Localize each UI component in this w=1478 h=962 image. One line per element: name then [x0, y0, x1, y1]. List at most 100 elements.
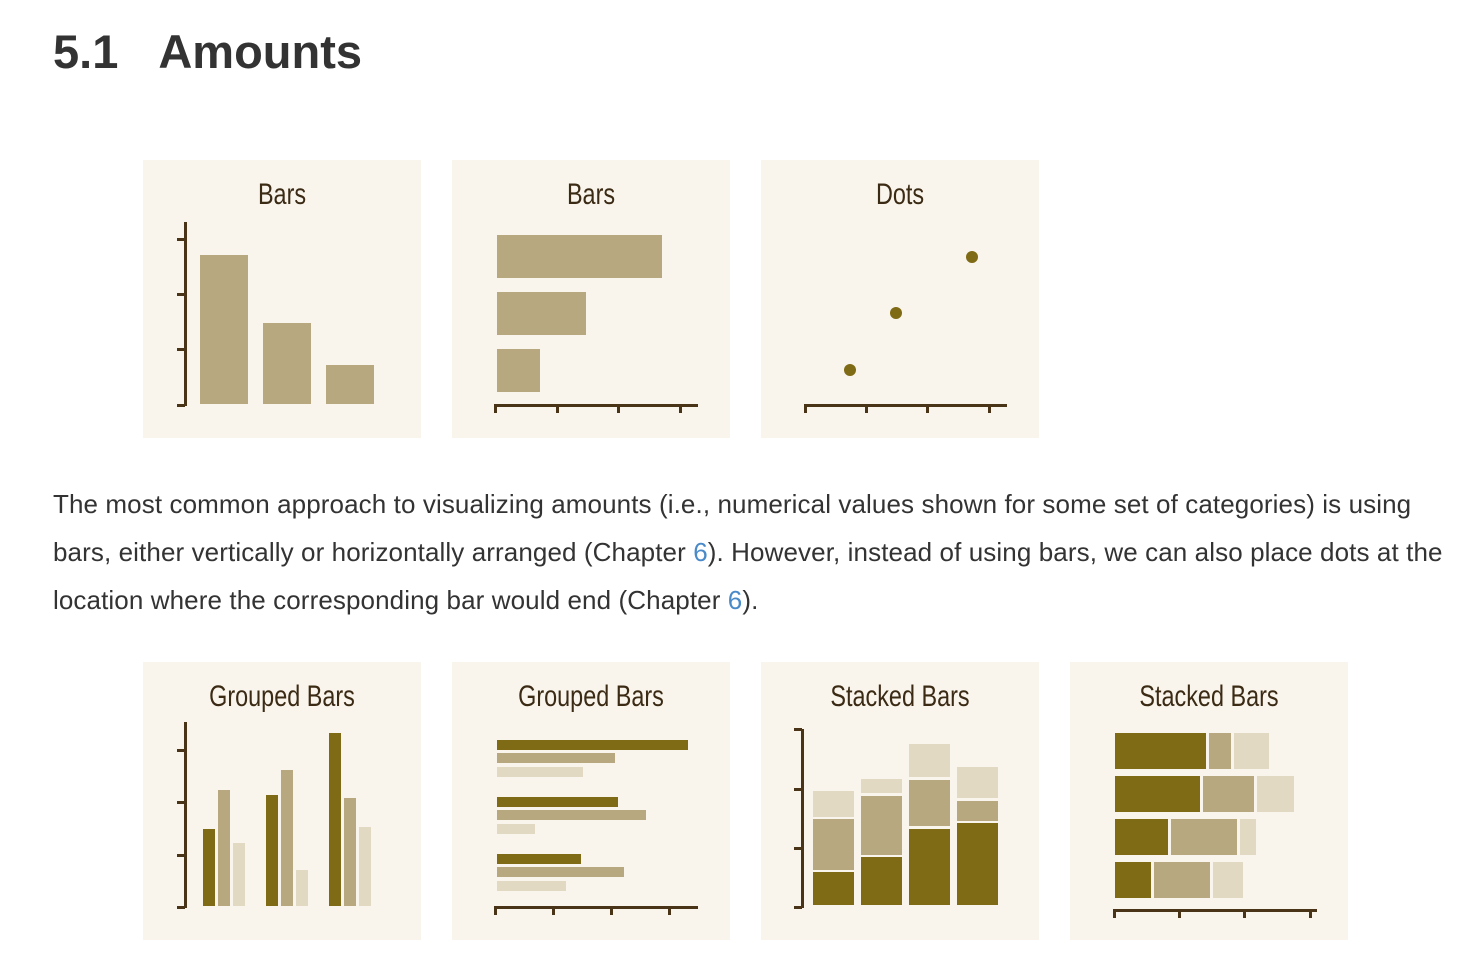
- y-axis-line: [184, 722, 187, 908]
- x-axis-tick: [610, 907, 613, 915]
- figure-title: Grouped Bars: [518, 680, 664, 713]
- chapter-link[interactable]: 6: [727, 585, 743, 615]
- section-title: Amounts: [158, 25, 362, 78]
- chapter-link[interactable]: 6: [693, 537, 708, 567]
- x-axis-tick: [926, 405, 929, 413]
- y-axis-tick: [177, 404, 185, 407]
- bar-segment: [957, 823, 998, 905]
- bar-segment: [957, 767, 998, 798]
- bar: [203, 829, 215, 906]
- dot: [966, 251, 978, 263]
- bar-segment: [957, 801, 998, 821]
- x-axis-line: [494, 906, 698, 909]
- dot: [844, 364, 856, 376]
- bar: [344, 798, 356, 906]
- bar: [497, 854, 581, 864]
- figure-bars-horizontal: Bars: [452, 160, 730, 438]
- bar-segment: [1240, 819, 1256, 855]
- y-axis-tick: [177, 238, 185, 241]
- y-axis-line: [801, 729, 804, 908]
- bar-segment: [909, 744, 950, 777]
- bar: [359, 827, 371, 906]
- bar: [326, 365, 374, 404]
- x-axis-tick: [552, 907, 555, 915]
- bar: [497, 292, 586, 335]
- y-axis-tick: [794, 788, 802, 791]
- bar-segment: [861, 779, 902, 793]
- x-axis-line: [804, 404, 1007, 407]
- bar-segment: [1213, 862, 1243, 898]
- bar-segment: [813, 819, 854, 870]
- bar: [497, 349, 540, 392]
- bar-segment: [1257, 776, 1294, 812]
- bar-segment: [813, 791, 854, 817]
- x-axis-tick: [1113, 910, 1116, 918]
- bar-segment: [1115, 862, 1151, 898]
- body-paragraph: The most common approach to visualizing …: [53, 480, 1453, 624]
- dot: [890, 307, 902, 319]
- y-axis-tick: [177, 906, 185, 909]
- bar: [266, 795, 278, 906]
- paragraph-text: ).: [742, 585, 759, 615]
- x-axis-tick: [556, 405, 559, 413]
- x-axis-tick: [494, 907, 497, 915]
- bar-segment: [1234, 733, 1269, 769]
- bar-segment: [813, 872, 854, 905]
- bar: [497, 797, 618, 807]
- bar: [497, 767, 583, 777]
- bar: [497, 867, 624, 877]
- bar-segment: [1209, 733, 1231, 769]
- bar: [233, 843, 245, 906]
- bar-segment: [909, 780, 950, 826]
- x-axis-line: [494, 404, 698, 407]
- y-axis-line: [184, 222, 187, 406]
- bar: [329, 733, 341, 906]
- figure-title: Stacked Bars: [1139, 680, 1279, 713]
- y-axis-tick: [794, 728, 802, 731]
- x-axis-tick: [1309, 910, 1312, 918]
- bar-segment: [1154, 862, 1210, 898]
- bar-segment: [1203, 776, 1254, 812]
- bar-segment: [861, 857, 902, 905]
- bar: [497, 824, 535, 834]
- bar-segment: [1115, 733, 1206, 769]
- bar: [218, 790, 230, 906]
- figure-title: Stacked Bars: [830, 680, 970, 713]
- bar: [263, 323, 311, 404]
- figure-dots: Dots: [761, 160, 1039, 438]
- paragraph-text: ). However, instead of using bars, we ca…: [53, 537, 1443, 615]
- y-axis-tick: [177, 854, 185, 857]
- figure-title: Bars: [566, 178, 616, 211]
- section-number: 5.1: [53, 25, 119, 78]
- bar: [296, 870, 308, 906]
- y-axis-tick: [794, 847, 802, 850]
- figure-title: Bars: [257, 178, 307, 211]
- bar: [497, 810, 646, 820]
- bar: [200, 255, 248, 404]
- y-axis-tick: [177, 293, 185, 296]
- bar: [497, 753, 615, 763]
- bar-segment: [1115, 819, 1168, 855]
- bar-segment: [861, 796, 902, 855]
- figure-title: Dots: [875, 178, 925, 211]
- y-axis-tick: [177, 801, 185, 804]
- paragraph-text: The most common approach to visualizing …: [53, 489, 1412, 567]
- x-axis-tick: [865, 405, 868, 413]
- bar: [497, 235, 662, 278]
- bar-segment: [1171, 819, 1237, 855]
- bar-segment: [909, 829, 950, 905]
- figure-title: Grouped Bars: [209, 680, 355, 713]
- x-axis-line: [1113, 909, 1317, 912]
- section-heading: 5.1 Amounts: [53, 24, 362, 79]
- x-axis-tick: [1178, 910, 1181, 918]
- bar: [497, 881, 566, 891]
- x-axis-tick: [494, 405, 497, 413]
- x-axis-tick: [988, 405, 991, 413]
- x-axis-tick: [1243, 910, 1246, 918]
- y-axis-tick: [177, 348, 185, 351]
- x-axis-tick: [668, 907, 671, 915]
- bar-segment: [1115, 776, 1200, 812]
- x-axis-tick: [617, 405, 620, 413]
- bar: [497, 740, 688, 750]
- y-axis-tick: [177, 749, 185, 752]
